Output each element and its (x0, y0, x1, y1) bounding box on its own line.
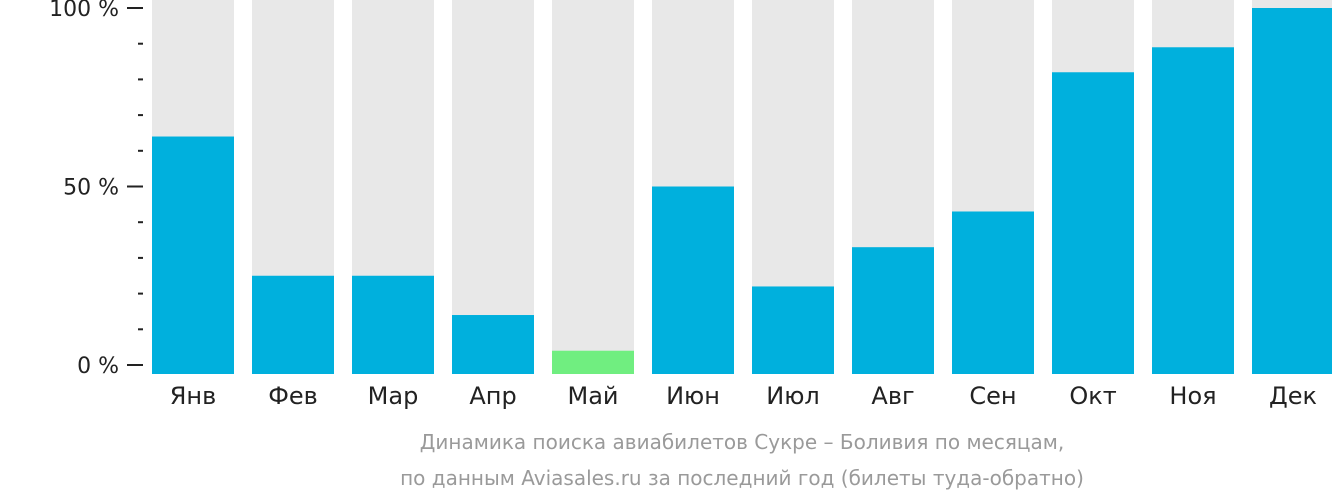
x-axis-labels: Янв Фев Мар Апр Май Июн Июл Авг Сен Окт Ноя Дек (170, 382, 1317, 410)
bar (1152, 47, 1234, 375)
bar-background (452, 0, 534, 374)
x-tick-label: Май (567, 382, 618, 410)
bar (852, 247, 934, 374)
x-tick-label: Мар (368, 382, 419, 410)
y-tick-label: 0 % (77, 354, 119, 379)
bar (152, 136, 234, 374)
x-tick-label: Авг (871, 382, 914, 410)
bar (952, 211, 1034, 374)
bar-background (552, 0, 634, 374)
x-tick-label: Дек (1269, 382, 1317, 410)
y-tick-label: 50 % (63, 176, 119, 201)
bar (252, 275, 334, 374)
x-tick-label: Янв (170, 382, 217, 410)
x-tick-label: Сен (969, 382, 1016, 410)
x-tick-label: Июн (666, 382, 720, 410)
x-tick-label: Фев (268, 382, 318, 410)
bar (752, 286, 834, 374)
bars (152, 0, 1332, 375)
chart-caption-line-1: Динамика поиска авиабилетов Сукре – Боли… (419, 430, 1065, 454)
bar (552, 350, 634, 374)
y-tick-label: 100 % (49, 0, 119, 22)
x-tick-label: Окт (1069, 382, 1116, 410)
bar (1052, 72, 1134, 374)
bar-chart: 0 % 50 % 100 % Янв Фев Мар Апр Май Июн Июл Авг Сен… (49, 0, 1332, 410)
x-tick-label: Ноя (1169, 382, 1216, 410)
x-tick-label: Апр (469, 382, 516, 410)
bar (352, 275, 434, 374)
bar (652, 186, 734, 374)
bar (1252, 8, 1332, 374)
chart-caption-line-2: по данным Aviasales.ru за последний год … (400, 466, 1084, 490)
x-tick-label: Июл (766, 382, 820, 410)
bar (452, 315, 534, 374)
y-axis: 0 % 50 % 100 % (49, 0, 143, 379)
